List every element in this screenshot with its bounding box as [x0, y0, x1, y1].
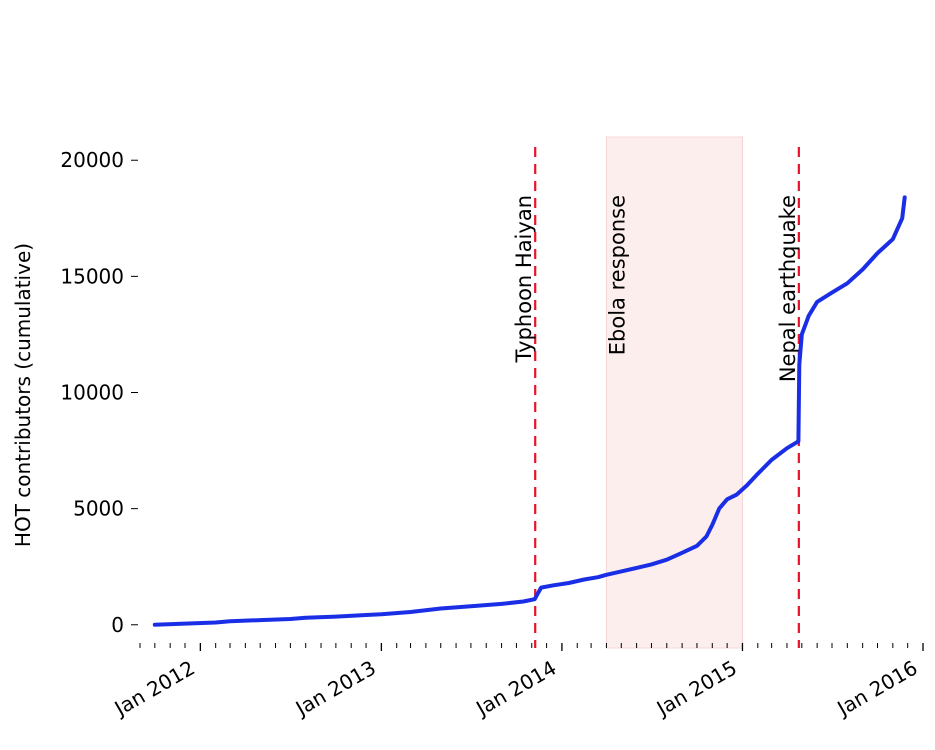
x-tick-label-jan-2014: Jan 2014 [470, 656, 560, 722]
x-tick-label-jan-2013: Jan 2013 [290, 656, 380, 722]
y-tick-label-0: 0 [111, 613, 124, 637]
nepal-earthquake-label: Nepal earthquake [776, 195, 800, 382]
y-axis-title: HOT contributors (cumulative) [11, 243, 35, 547]
x-tick-label-jan-2016: Jan 2016 [831, 656, 921, 722]
event-labels-layer: Typhoon Haiyan Ebola response Nepal earthq… [512, 195, 800, 382]
y-tick-label-5000: 5000 [73, 497, 124, 521]
series-line-0 [152, 195, 907, 627]
y-tick-label-15000: 15000 [60, 264, 124, 288]
ebola-response-span [605, 136, 743, 649]
x-tick-label-jan-2015: Jan 2015 [651, 656, 741, 722]
ebola-span-layer [605, 136, 743, 649]
typhoon-haiyan-label: Typhoon Haiyan [512, 195, 536, 363]
x-axis: Jan 2012 Jan 2013 Jan 2014 Jan 2015 Jan 2016 [109, 643, 924, 722]
x-tick-label-jan-2012: Jan 2012 [109, 656, 199, 722]
y-axis: 0 5000 10000 15000 20000 [60, 148, 138, 637]
series-layer [152, 195, 907, 627]
event-lines-layer [534, 147, 800, 648]
ebola-response-label: Ebola response [605, 195, 629, 355]
y-tick-label-20000: 20000 [60, 148, 124, 172]
y-tick-label-10000: 10000 [60, 381, 124, 405]
